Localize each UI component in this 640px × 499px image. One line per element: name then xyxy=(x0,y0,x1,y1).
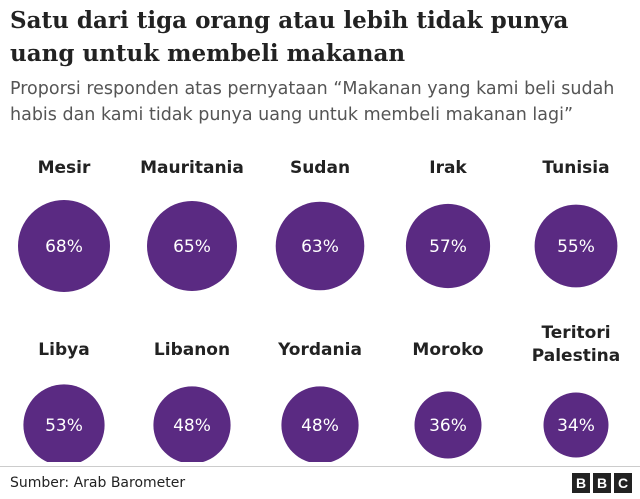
country-label: Palestina xyxy=(532,346,620,366)
footer-divider xyxy=(0,466,640,467)
country-label: Teritori xyxy=(541,323,610,343)
bubble-moroko xyxy=(414,391,482,459)
country-label: Sudan xyxy=(290,158,350,178)
country-label: Libanon xyxy=(154,340,230,360)
bubble-tunisia xyxy=(534,204,618,288)
bbc-logo: B B C xyxy=(572,473,632,493)
country-label: Moroko xyxy=(412,340,483,360)
country-label: Tunisia xyxy=(542,158,609,178)
bubble-sudan xyxy=(275,201,365,291)
bubble-chart: 68% Mesir 65% Mauritania 63% Sudan 57% Irak 55% T… xyxy=(18,158,620,462)
country-label: Yordania xyxy=(277,340,362,360)
value-label: 34% xyxy=(557,416,595,436)
logo-letter: B xyxy=(572,473,590,493)
value-label: 68% xyxy=(45,237,83,257)
bubble-libya xyxy=(23,384,105,462)
source-note: Sumber: Arab Barometer xyxy=(10,475,186,491)
logo-letter: C xyxy=(614,473,632,493)
chart-subtitle: Proporsi responden atas pernyataan “Maka… xyxy=(10,79,615,125)
value-label: 63% xyxy=(301,237,339,257)
bubble-teritori-palestina xyxy=(543,392,609,458)
bubble-libanon xyxy=(153,386,231,462)
value-label: 36% xyxy=(429,416,467,436)
logo-letter: B xyxy=(593,473,611,493)
value-label: 57% xyxy=(429,237,467,257)
bubble-mesir xyxy=(18,200,110,292)
country-label: Mesir xyxy=(38,158,91,178)
value-label: 53% xyxy=(45,416,83,436)
value-label: 65% xyxy=(173,237,211,257)
bubble-irak xyxy=(405,203,491,289)
bubble-mauritania xyxy=(147,201,237,291)
value-label: 55% xyxy=(557,237,595,257)
value-label: 48% xyxy=(173,416,211,436)
country-label: Irak xyxy=(429,158,467,178)
bubble-yordania xyxy=(281,386,359,462)
country-label: Mauritania xyxy=(140,158,244,178)
value-label: 48% xyxy=(301,416,339,436)
chart-title: Satu dari tiga orang atau lebih tidak pu… xyxy=(10,7,569,67)
country-label: Libya xyxy=(38,340,89,360)
